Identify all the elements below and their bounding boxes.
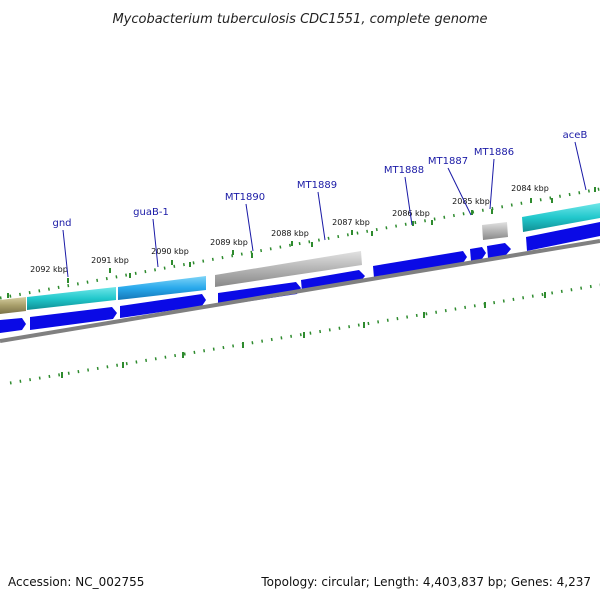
- cds-arrow: [0, 318, 26, 333]
- kbp-label: 2089 kbp: [210, 238, 248, 247]
- gene-label[interactable]: gnd: [52, 218, 71, 229]
- cds-arrow: [30, 307, 117, 330]
- outer-minor-ticks: [0, 187, 600, 300]
- accession-label: Accession: NC_002755: [8, 575, 144, 589]
- gene-leader-line: [317, 191, 326, 241]
- gene-label[interactable]: MT1890: [225, 192, 265, 203]
- gene-leader-line: [152, 218, 159, 268]
- gene-leader-line: [489, 158, 495, 210]
- cds-arrow-track: [0, 222, 600, 333]
- kbp-label: 2087 kbp: [332, 218, 370, 227]
- kbp-label: 2084 kbp: [511, 184, 549, 193]
- genome-backbone: [0, 239, 600, 343]
- gene-leader-line: [447, 167, 472, 216]
- inner-tick-track: [9, 283, 600, 385]
- cds-arrow: [373, 251, 467, 278]
- outer-major-ticks: [7, 187, 596, 298]
- kbp-labels: 2092 kbp 2091 kbp 2090 kbp 2089 kbp 2088 kbp…: [30, 184, 549, 274]
- cds-arrow: [487, 243, 511, 258]
- gene-segment-olive: [0, 297, 26, 314]
- kbp-label: 2092 kbp: [30, 265, 68, 274]
- gene-label[interactable]: MT1886: [474, 147, 514, 158]
- kbp-label: 2090 kbp: [151, 247, 189, 256]
- genome-summary: Topology: circular; Length: 4,403,837 bp…: [260, 575, 591, 589]
- cds-arrow: [470, 247, 486, 261]
- gene-leader-line: [404, 176, 413, 226]
- gene-label[interactable]: MT1889: [297, 180, 337, 191]
- gene-segment-mt1886: [482, 222, 508, 240]
- gene-segment-guab1: [118, 276, 206, 300]
- gene-label[interactable]: MT1888: [384, 165, 424, 176]
- kbp-label: 2086 kbp: [392, 209, 430, 218]
- gene-label[interactable]: MT1887: [428, 156, 468, 167]
- kbp-label: 2091 kbp: [91, 256, 129, 265]
- gene-leader-line: [62, 229, 69, 278]
- gene-labels: gnd guaB-1 MT1890 MT1889 MT1888 MT1887 MT1886 a…: [52, 130, 588, 278]
- cds-arrow: [120, 294, 206, 318]
- gene-segment-mt1890: [215, 251, 362, 287]
- map-title: Mycobacterium tuberculosis CDC1551, comp…: [112, 12, 487, 27]
- outer-tick-track: 2092 kbp 2091 kbp 2090 kbp 2089 kbp 2088 kbp…: [0, 184, 600, 300]
- gene-segment-aceb: [522, 203, 600, 232]
- cds-arrow: [526, 222, 600, 251]
- gene-label[interactable]: aceB: [563, 130, 588, 141]
- kbp-label: 2085 kbp: [452, 197, 490, 206]
- gene-leader-line: [245, 203, 254, 252]
- kbp-label: 2088 kbp: [271, 229, 309, 238]
- gene-track: [0, 203, 600, 314]
- gene-leader-line: [574, 141, 587, 191]
- inner-major-ticks: [61, 292, 546, 378]
- gene-segment-gnd: [27, 287, 116, 310]
- gene-label[interactable]: guaB-1: [133, 207, 169, 218]
